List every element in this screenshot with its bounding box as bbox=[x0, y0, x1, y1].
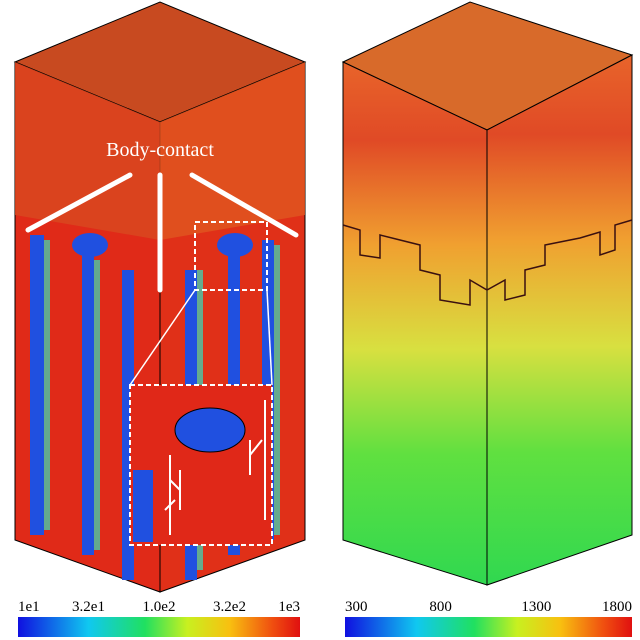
colorbar-label: 1800 bbox=[602, 599, 632, 615]
colorbar-label: 300 bbox=[345, 599, 368, 615]
colorbar-label: 1e3 bbox=[278, 599, 300, 615]
left-block: Body-contact bbox=[13, 1, 307, 593]
colorbar bbox=[18, 617, 300, 637]
colorbar-label: 800 bbox=[429, 599, 452, 615]
colorbar-label: 3.2e1 bbox=[72, 599, 105, 615]
colorbar-label: 3.2e2 bbox=[213, 599, 246, 615]
colorbar-label: 1e1 bbox=[18, 599, 40, 615]
right-block bbox=[341, 1, 634, 586]
colorbar-label: 1300 bbox=[521, 599, 551, 615]
colorbar bbox=[345, 617, 632, 637]
colorbar-label: 1.0e2 bbox=[143, 599, 176, 615]
annotation: Body-contact bbox=[106, 139, 214, 161]
